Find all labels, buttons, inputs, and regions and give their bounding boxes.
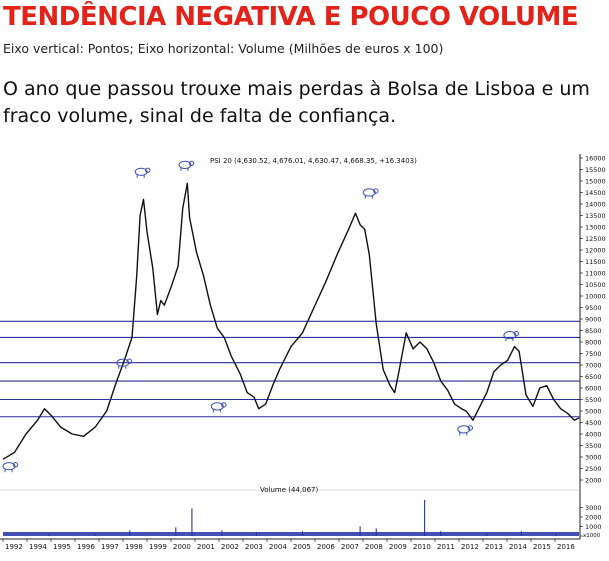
price-series	[2, 182, 580, 460]
price-y-tick-label: 2500	[585, 465, 602, 473]
x-tick-label: 2011	[437, 543, 455, 551]
price-y-tick-label: 5500	[585, 396, 602, 404]
price-y-tick-label: 12000	[585, 246, 606, 254]
price-y-tick-label: 13500	[585, 212, 606, 220]
x-tick-label: 2000	[173, 543, 191, 551]
x-tick-label: 2008	[365, 543, 383, 551]
price-y-tick-label: 9000	[585, 315, 602, 323]
markers	[2, 160, 520, 473]
volume-y-tick-label: 2000	[585, 513, 602, 521]
price-title: PSI 20 (4,630.52, 4,676.01, 4,630.47, 4,…	[210, 157, 417, 165]
x-tick-label: 1995	[53, 543, 71, 551]
price-y-tick-label: 12500	[585, 235, 606, 243]
price-y-tick-label: 10500	[585, 281, 606, 289]
x-tick-label: 2014	[509, 543, 527, 551]
x-tick-label: 2006	[317, 543, 335, 551]
x-tick-label: 2016	[557, 543, 575, 551]
x-tick-label: 2002	[221, 543, 239, 551]
bear-icon	[178, 160, 195, 171]
x-tick-label: 1992	[5, 543, 23, 551]
price-y-axis: 2000 2500 3000 3500 4000 4500 5000 5500 6000 6500…	[580, 154, 606, 484]
price-y-tick-label: 3000	[585, 453, 602, 461]
volume-y-tick-label: 3000	[585, 504, 602, 512]
price-y-tick-label: 14000	[585, 200, 606, 208]
price-y-tick-label: 4000	[585, 430, 602, 438]
price-y-tick-label: 15500	[585, 166, 606, 174]
price-y-tick-label: 10000	[585, 292, 606, 300]
price-y-tick-label: 4500	[585, 419, 602, 427]
price-y-tick-label: 7000	[585, 361, 602, 369]
price-y-tick-label: 16000	[585, 154, 606, 162]
x-tick-label: 2004	[269, 543, 287, 551]
x-tick-label: 2012	[461, 543, 479, 551]
bull-icon	[116, 358, 133, 369]
volume-baseline-band	[3, 532, 579, 536]
x-tick-label: 2010	[413, 543, 431, 551]
price-y-tick-label: 6000	[585, 384, 602, 392]
price-y-tick-label: 13000	[585, 223, 606, 231]
price-y-tick-label: 5000	[585, 407, 602, 415]
headline: TENDÊNCIA NEGATIVA E POUCO VOLUME	[3, 2, 579, 32]
bear-icon	[134, 167, 151, 178]
axes-note: Eixo vertical: Pontos; Eixo horizontal: …	[3, 41, 444, 56]
bull-icon	[210, 402, 227, 413]
bear-icon	[503, 330, 520, 342]
price-y-tick-label: 6500	[585, 373, 602, 381]
volume-unit-label: x1000	[583, 533, 601, 539]
x-tick-label: 1997	[101, 543, 119, 551]
price-panel-frame	[0, 154, 581, 540]
volume-title: Volume (44,067)	[260, 486, 318, 494]
x-tick-label: 1996	[77, 543, 95, 551]
price-y-tick-label: 11000	[585, 269, 606, 277]
volume-series	[3, 499, 579, 536]
price-y-tick-label: 8000	[585, 338, 602, 346]
x-tick-label: 2007	[341, 543, 359, 551]
price-y-tick-label: 9500	[585, 304, 602, 312]
x-tick-label: 1994	[29, 543, 47, 551]
x-tick-label: 2003	[245, 543, 263, 551]
x-tick-label: 2015	[533, 543, 551, 551]
price-y-tick-label: 8500	[585, 327, 602, 335]
x-tick-label: 1998	[125, 543, 143, 551]
x-tick-label: 2005	[293, 543, 311, 551]
support-levels	[0, 320, 580, 418]
price-y-tick-label: 11500	[585, 258, 606, 266]
price-y-tick-label: 2000	[585, 476, 602, 484]
price-y-tick-label: 7500	[585, 350, 602, 358]
x-axis: 1992 1994 1995 1996 1997 1998 1999 2000 2001 2002…	[2, 539, 575, 551]
psi20-line	[2, 182, 580, 460]
bull-icon	[457, 425, 473, 436]
lead-text: O ano que passou trouxe mais perdas à Bo…	[3, 78, 590, 127]
x-tick-label: 1999	[149, 543, 167, 551]
price-y-tick-label: 14500	[585, 189, 606, 197]
x-tick-label: 2013	[485, 543, 503, 551]
psi20-chart: PSI 20 (4,630.52, 4,676.01, 4,630.47, 4,…	[0, 154, 606, 551]
price-y-tick-label: 15000	[585, 177, 606, 185]
x-tick-label: 2009	[389, 543, 407, 551]
x-tick-label: 2001	[197, 543, 215, 551]
bear-icon	[362, 188, 379, 199]
bull-icon	[2, 462, 19, 473]
volume-y-tick-label: 1000	[585, 523, 602, 531]
price-y-tick-label: 3500	[585, 442, 602, 450]
